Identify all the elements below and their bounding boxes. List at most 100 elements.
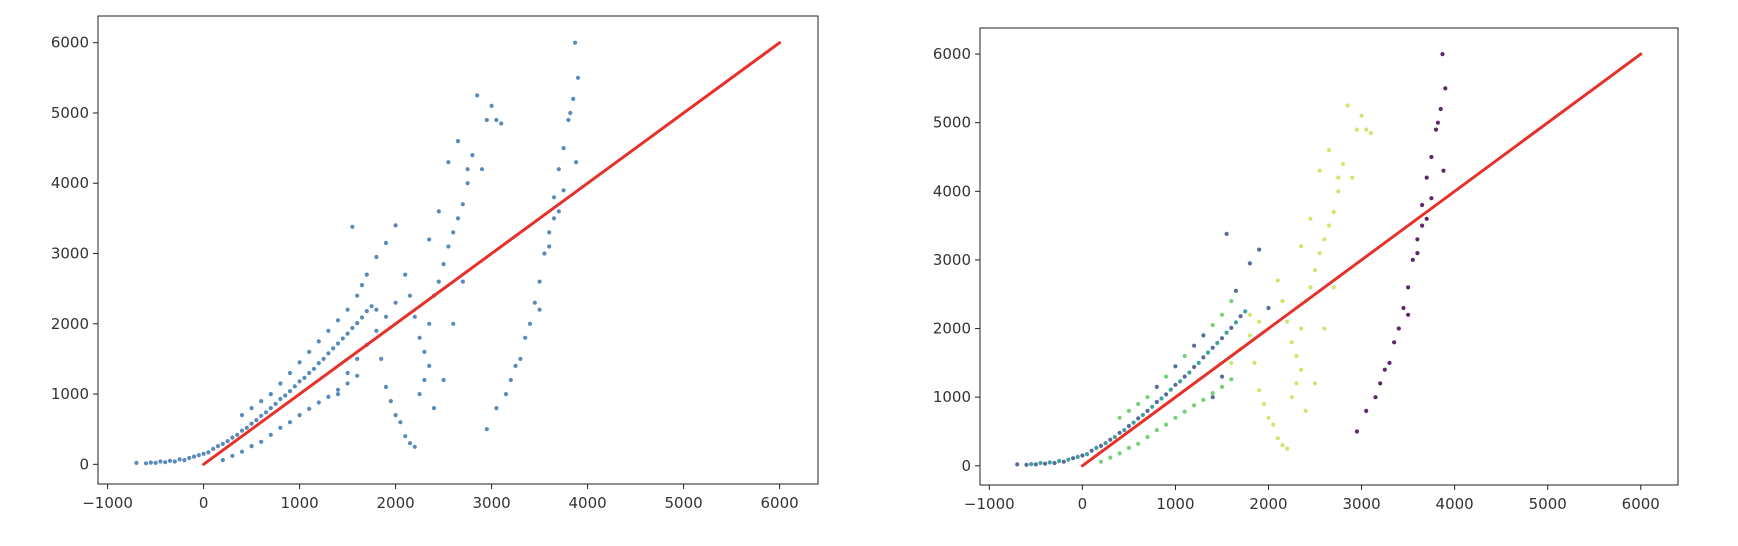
scatter-point <box>499 121 504 126</box>
scatter-point <box>1368 130 1373 136</box>
x-tick-label: 0 <box>199 494 209 512</box>
scatter-point <box>1075 454 1080 459</box>
scatter-point <box>465 167 470 172</box>
left-scatter-panel: −1000 0 1000 2000 3000 4000 5000 6000 0 1000 2000 3… <box>51 15 819 512</box>
scatter-point <box>1317 251 1322 256</box>
scatter-point <box>427 321 432 326</box>
scatter-point <box>374 254 379 260</box>
scatter-point <box>1210 323 1215 328</box>
scatter-point <box>259 439 264 444</box>
scatter-point <box>1145 408 1150 413</box>
scatter-point <box>158 459 163 464</box>
scatter-point <box>211 446 216 451</box>
scatter-point <box>1406 285 1411 290</box>
scatter-point <box>350 224 355 229</box>
scatter-point <box>1410 257 1415 262</box>
scatter-point <box>1280 299 1285 304</box>
scatter-point <box>1364 127 1369 132</box>
y-tick-label: 5000 <box>933 114 971 132</box>
scatter-point <box>1061 459 1066 464</box>
scatter-point <box>1182 409 1187 414</box>
scatter-point <box>398 420 403 425</box>
axes-frame <box>979 27 1679 486</box>
scatter-point <box>273 401 278 406</box>
scatter-point <box>1182 374 1187 379</box>
scatter-point <box>345 370 350 376</box>
scatter-point <box>374 328 379 333</box>
scatter-point <box>307 370 312 376</box>
scatter-point <box>537 279 542 284</box>
scatter-point <box>350 325 355 331</box>
scatter-point <box>1387 360 1392 365</box>
y-tick-label: 6000 <box>933 45 971 63</box>
scatter-point <box>1159 396 1164 401</box>
scatter-point <box>1438 106 1443 112</box>
scatter-point <box>1275 436 1280 441</box>
scatter-point <box>1303 408 1308 413</box>
scatter-point <box>1219 312 1225 317</box>
scatter-point <box>1126 423 1131 429</box>
scatter-point <box>1299 326 1304 331</box>
scatter-point <box>1117 415 1122 420</box>
scatter-point <box>259 413 264 418</box>
y-tick-label: 4000 <box>933 182 971 200</box>
scatter-point <box>259 399 264 404</box>
scatter-point <box>316 339 321 344</box>
scatter-point <box>1340 161 1346 166</box>
scatter-point <box>1196 360 1201 365</box>
x-tick-label: 3000 <box>1342 495 1380 513</box>
scatter-point <box>287 420 293 425</box>
scatter-point <box>331 346 336 351</box>
scatter-point <box>1136 401 1141 407</box>
scatter-point <box>1285 319 1290 324</box>
scatter-point <box>345 331 350 336</box>
scatter-point <box>1392 340 1397 345</box>
x-tick-label: 1000 <box>281 494 319 512</box>
scatter-point <box>1435 120 1440 125</box>
scatter-point <box>220 458 225 463</box>
scatter-point <box>1257 319 1262 324</box>
x-tick-label: 2000 <box>377 494 415 512</box>
scatter-point <box>1192 343 1197 348</box>
scatter-point <box>153 460 158 465</box>
scatter-point <box>278 381 283 386</box>
scatter-point <box>407 441 413 446</box>
scatter-point <box>1359 113 1364 118</box>
scatter-point <box>1233 288 1238 293</box>
scatter-point <box>1187 370 1192 375</box>
scatter-point <box>518 356 523 361</box>
scatter-point <box>1224 231 1229 236</box>
scatter-point <box>1215 340 1220 346</box>
scatter-point <box>1089 448 1094 453</box>
scatter-point <box>355 321 360 326</box>
scatter-point <box>254 418 259 423</box>
scatter-point <box>163 460 168 465</box>
scatter-point <box>1336 175 1341 180</box>
y-tick-label: 4000 <box>51 174 89 192</box>
scatter-point <box>417 335 422 340</box>
scatter-point <box>1164 422 1169 427</box>
scatter-point <box>1285 446 1290 451</box>
scatter-point <box>383 314 389 319</box>
scatter-point <box>441 377 446 383</box>
scatter-point <box>484 427 489 432</box>
y-tick-label: 5000 <box>51 104 89 122</box>
scatter-point <box>393 223 398 228</box>
scatter-point <box>1440 52 1445 57</box>
scatter-point <box>489 103 494 108</box>
scatter-point <box>446 244 451 249</box>
scatter-point <box>1066 457 1071 462</box>
scatter-point <box>1098 443 1104 448</box>
scatter-point <box>191 454 197 459</box>
scatter-point <box>1433 127 1439 132</box>
right-scatter-panel: −1000 0 1000 2000 3000 4000 5000 6000 0 1000 2000 3… <box>933 27 1679 513</box>
scatter-point <box>1243 309 1248 314</box>
scatter-point <box>1117 430 1122 435</box>
scatter-point <box>1098 459 1104 464</box>
y-tick-label: 1000 <box>933 388 971 406</box>
scatter-point <box>436 279 441 284</box>
scatter-point <box>1173 382 1178 387</box>
scatter-point <box>1219 336 1225 341</box>
scatter-point <box>1424 175 1429 180</box>
